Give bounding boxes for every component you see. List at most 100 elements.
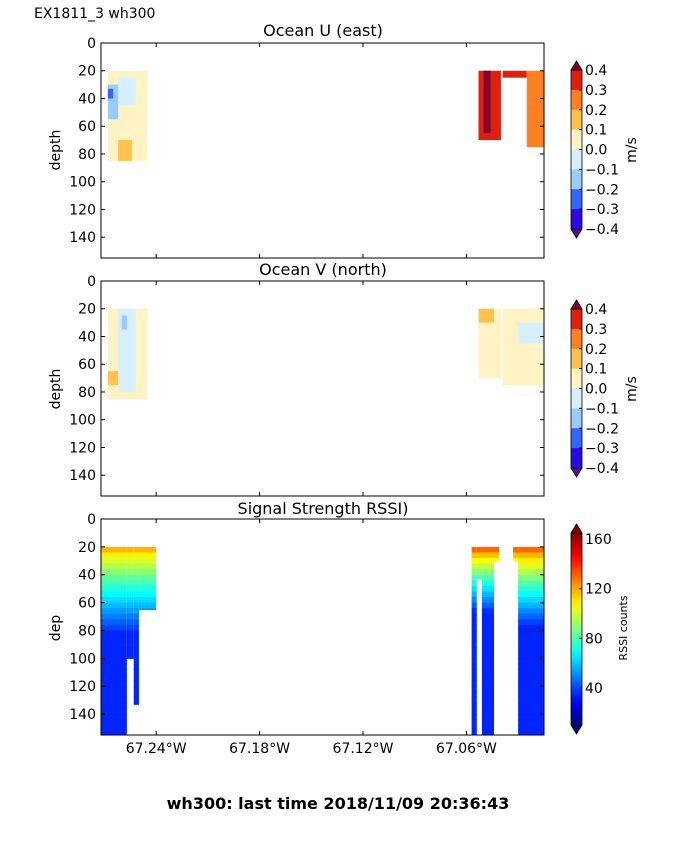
colorbar-segment: [571, 408, 582, 429]
rssi-cell: [126, 652, 134, 659]
rssi-cell: [476, 558, 482, 565]
y-tick-label: 0: [87, 512, 96, 528]
rssi-cell: [518, 708, 544, 715]
rssi-cell: [476, 569, 482, 576]
rssi-cell: [133, 591, 139, 598]
rssi-cell: [471, 669, 477, 676]
heatmap-patch: [107, 88, 114, 99]
rssi-cell: [126, 591, 134, 598]
colorbar-tick-label: 0.3: [585, 83, 607, 99]
rssi-cell: [101, 546, 127, 553]
rssi-cell: [471, 719, 477, 726]
colorbar-tick-label: 0.4: [585, 63, 607, 79]
rssi-cell: [133, 680, 139, 687]
rssi-cell: [126, 624, 134, 631]
y-tick-label: 100: [69, 175, 96, 191]
rssi-cell: [138, 546, 157, 553]
y-tick-label: 0: [87, 274, 96, 290]
colorbar-tick-label: 0.1: [585, 362, 607, 378]
heatmap-patch: [478, 308, 501, 379]
rssi-cell: [126, 597, 134, 604]
rssi-cell: [101, 675, 127, 682]
figure-suptitle: EX1811_3 wh300: [34, 6, 155, 22]
y-axis: 0 20 40 60 80 100 120 140: [69, 512, 544, 723]
colorbar-tick-label: −0.4: [585, 461, 619, 477]
y-tick-label: 120: [69, 679, 96, 695]
rssi-cell: [471, 652, 477, 659]
rssi-cell: [101, 552, 127, 559]
rssi-cell: [126, 641, 134, 648]
rssi-cell: [518, 636, 544, 643]
rssi-cell: [133, 636, 139, 643]
rssi-cell: [471, 636, 477, 643]
rssi-cell: [481, 636, 495, 643]
rssi-cell: [481, 714, 495, 721]
rssi-cell: [101, 597, 127, 604]
rssi-cell: [101, 563, 127, 570]
rssi-cell: [518, 719, 544, 726]
rssi-cell: [518, 580, 544, 587]
rssi-cell: [133, 558, 139, 565]
rssi-cell: [481, 585, 495, 592]
rssi-cell: [101, 624, 127, 631]
rssi-cell: [101, 652, 127, 659]
colorbar-extend-over: [570, 299, 583, 310]
y-tick-label: 80: [78, 385, 96, 401]
axes-frame: [100, 42, 545, 259]
rssi-cell: [101, 569, 127, 576]
y-tick-label: 20: [78, 540, 96, 556]
rssi-cell: [512, 558, 519, 562]
heatmap-patch: [121, 315, 127, 330]
rssi-cell: [481, 725, 495, 732]
colorbar-segment: [571, 109, 582, 131]
rssi-cell: [471, 730, 477, 735]
rssi-cell: [133, 608, 139, 615]
colorbar-tick-label: 0.1: [585, 123, 607, 139]
heatmap-patch: [107, 84, 119, 120]
rssi-cell: [494, 546, 500, 553]
rssi-cell: [518, 558, 544, 565]
rssi-cell: [126, 647, 134, 654]
y-tick-label: 0: [87, 36, 96, 52]
heatmap-patch: [107, 371, 119, 386]
colorbar-extend-under: [570, 467, 583, 478]
colorbar: 160 120 80 40: [570, 523, 612, 735]
rssi-cell: [126, 569, 134, 576]
rssi-cell: [518, 619, 544, 626]
rssi-cell: [481, 730, 495, 735]
axes-frame: [100, 280, 545, 497]
rssi-cell: [481, 686, 495, 693]
y-tick-label: 40: [78, 91, 96, 107]
rssi-cell: [133, 602, 139, 609]
plot-area: [100, 280, 545, 497]
rssi-cell: [138, 597, 157, 604]
rssi-cell: [518, 675, 544, 682]
colorbar-extend-over: [570, 60, 583, 71]
rssi-cell: [471, 597, 477, 604]
rssi-cell: [476, 574, 482, 580]
rssi-cell: [518, 730, 544, 735]
rssi-cell: [494, 552, 500, 559]
rssi-cell: [481, 647, 495, 654]
rssi-cell: [471, 686, 477, 693]
rssi-cell: [133, 585, 139, 592]
rssi-cell: [126, 602, 134, 609]
rssi-cell: [518, 602, 544, 609]
rssi-cell: [133, 647, 139, 654]
heatmap-patch: [118, 140, 133, 161]
rssi-cell: [471, 702, 477, 710]
rssi-cell: [471, 663, 477, 671]
rssi-cell: [126, 546, 134, 553]
rssi-cell: [133, 675, 139, 682]
rssi-cell: [481, 652, 495, 659]
colorbar-segment: [571, 149, 582, 170]
rssi-cell: [518, 574, 544, 581]
rssi-cell: [126, 563, 134, 570]
rssi-cell: [481, 558, 495, 565]
rssi-cell: [518, 608, 544, 615]
rssi-cell: [101, 680, 127, 687]
rssi-cell: [133, 569, 139, 576]
colorbar-tick-label: −0.1: [585, 401, 619, 417]
rssi-cell: [133, 546, 139, 553]
